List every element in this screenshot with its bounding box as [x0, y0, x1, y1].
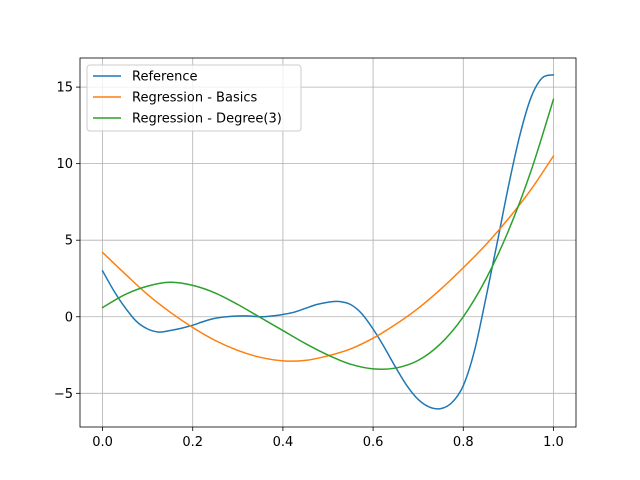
x-tick-label: 0.8	[453, 435, 474, 450]
series-group	[101, 74, 555, 410]
y-tick-label: 5	[65, 234, 73, 249]
legend-label-reference: Reference	[132, 70, 197, 85]
x-tick-label: 0.4	[273, 435, 294, 450]
x-tick-label: 0.2	[182, 435, 203, 450]
x-tick-label: 0.6	[363, 435, 384, 450]
x-tick-label: 1.0	[543, 435, 564, 450]
legend-label-regression-degree-3: Regression - Degree(3)	[132, 112, 282, 127]
legend-box	[86, 64, 302, 132]
series-line-reference	[101, 74, 555, 410]
y-tick-label: 0	[65, 310, 73, 325]
legend: Reference Regression - Basics Regression -…	[86, 64, 302, 132]
series-line-regression-degree-3	[101, 98, 555, 370]
x-tick-label: 0.0	[92, 435, 113, 450]
y-tick-label: 10	[56, 157, 73, 172]
y-tick-label: −5	[54, 387, 73, 402]
y-tick-label: 15	[56, 81, 73, 96]
plot-frame	[79, 57, 577, 428]
tick-group: 0.0 0.2 0.4 0.6 0.8 1.0 −5 0 5 10 15	[54, 81, 564, 450]
legend-label-regression-basics: Regression - Basics	[132, 91, 257, 106]
